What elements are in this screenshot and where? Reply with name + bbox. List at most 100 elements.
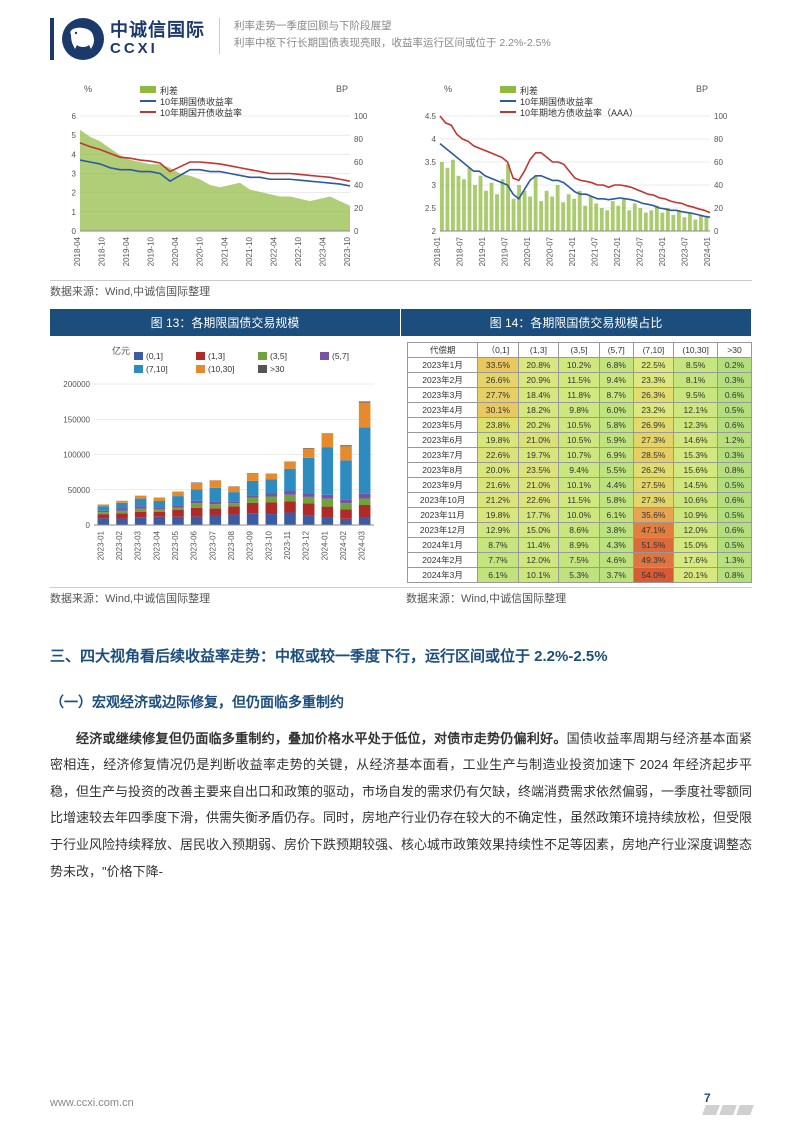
subsection-title: （一）宏观经济或边际修复，但仍面临多重制约 [50,692,752,712]
svg-text:5: 5 [72,131,77,140]
svg-text:100: 100 [354,112,368,121]
svg-text:4: 4 [432,135,437,144]
svg-text:2022-10: 2022-10 [294,236,303,266]
svg-text:0: 0 [72,227,77,236]
logo-icon [62,18,104,60]
svg-text:20: 20 [354,204,363,213]
svg-text:50000: 50000 [68,486,91,495]
logo-text-en: CCXI [110,41,205,58]
svg-text:2020-07: 2020-07 [546,236,555,266]
svg-text:%: % [84,84,92,94]
svg-text:2: 2 [432,227,437,236]
svg-text:2023-01: 2023-01 [96,530,105,560]
svg-text:2021-04: 2021-04 [220,236,229,266]
chart-left-panel: 0123456020406080100%BP利差10年期国债收益率10年期国开债… [50,78,392,276]
svg-text:2022-07: 2022-07 [636,236,645,266]
svg-text:2024-02: 2024-02 [339,530,348,560]
svg-text:40: 40 [714,181,723,190]
svg-text:>30: >30 [270,364,285,374]
svg-text:2019-10: 2019-10 [147,236,156,266]
svg-text:2023-02: 2023-02 [115,530,124,560]
svg-text:(7,10]: (7,10] [146,364,168,374]
svg-text:60: 60 [354,158,363,167]
svg-text:2019-07: 2019-07 [501,236,510,266]
svg-text:2021-10: 2021-10 [245,236,254,266]
svg-text:10年期地方债收益率（AAA）: 10年期地方债收益率（AAA） [520,107,638,118]
svg-text:2023-10: 2023-10 [264,530,273,560]
svg-text:20: 20 [714,204,723,213]
line-chart-right: 22.533.544.5020406080100%BP利差10年期国债收益率10… [410,78,740,273]
svg-text:2: 2 [72,189,77,198]
heat-table: 代偿期（0,1](1,3](3,5](5,7](7,10](10,30]>302… [407,342,752,583]
svg-text:80: 80 [714,135,723,144]
svg-text:BP: BP [696,84,708,94]
logo-text-cn: 中诚信国际 [110,21,205,41]
svg-text:(3,5]: (3,5] [270,351,287,361]
svg-text:2023-11: 2023-11 [283,530,292,559]
page-number: 7 [704,1091,711,1105]
header-accent-bar [50,18,54,60]
footer-stripes-icon [704,1105,752,1115]
svg-text:4: 4 [72,150,77,159]
footer-url: www.ccxi.com.cn [50,1097,134,1109]
line-chart-left: 0123456020406080100%BP利差10年期国债收益率10年期国开债… [50,78,380,273]
header-title: 利率走势一季度回顾与下阶段展望 利率中枢下行长期国债表现亮眼，收益率运行区间或位… [234,18,551,52]
svg-text:2020-01: 2020-01 [523,236,532,266]
page-header: 中诚信国际 CCXI 利率走势一季度回顾与下阶段展望 利率中枢下行长期国债表现亮… [0,0,802,70]
svg-text:2023-08: 2023-08 [227,530,236,560]
svg-text:2018-07: 2018-07 [456,236,465,266]
svg-text:(10,30]: (10,30] [208,364,234,374]
svg-text:3: 3 [432,181,437,190]
svg-text:4.5: 4.5 [425,112,437,121]
chart-right-panel: 22.533.544.5020406080100%BP利差10年期国债收益率10… [410,78,752,276]
svg-text:2021-01: 2021-01 [568,236,577,266]
svg-text:3: 3 [72,170,77,179]
header-title-line1: 利率走势一季度回顾与下阶段展望 [234,18,551,35]
svg-text:亿元: 亿元 [112,345,130,356]
svg-text:6: 6 [72,112,77,121]
svg-text:10年期国开债收益率: 10年期国开债收益率 [160,107,242,118]
body-text-content: 国债收益率周期与经济基本面紧密相连，经济修复情况仍是判断收益率走势的关键，从经济… [50,731,752,879]
figure-body-row: 050000100000150000200000亿元(0,1](1,3](3,5… [50,342,752,583]
svg-text:2023-07: 2023-07 [208,530,217,560]
svg-text:2023-12: 2023-12 [302,530,311,560]
svg-text:2024-01: 2024-01 [703,236,712,266]
svg-text:%: % [444,84,452,94]
svg-text:2023-10: 2023-10 [343,236,352,266]
svg-text:2.5: 2.5 [425,204,437,213]
stacked-bar-chart: 050000100000150000200000亿元(0,1](1,3](3,5… [50,342,380,567]
body-bold-lead: 经济或继续修复但仍面临多重制约，叠加价格水平处于低位，对债市走势仍偏利好。 [76,731,567,746]
svg-text:3.5: 3.5 [425,158,437,167]
elephant-icon [63,19,103,59]
svg-text:2023-09: 2023-09 [246,530,255,560]
svg-text:2022-04: 2022-04 [269,236,278,266]
svg-text:(1,3]: (1,3] [208,351,225,361]
body-paragraph: 经济或继续修复但仍面临多重制约，叠加价格水平处于低位，对债市走势仍偏利好。国债收… [50,726,752,886]
svg-text:BP: BP [336,84,348,94]
svg-text:2023-03: 2023-03 [134,530,143,560]
svg-text:2022-01: 2022-01 [613,236,622,266]
header-title-line2: 利率中枢下行长期国债表现亮眼，收益率运行区间或位于 2.2%-2.5% [234,35,551,52]
svg-text:(5,7]: (5,7] [332,351,349,361]
source-note-top: 数据来源：Wind,中诚信国际整理 [50,280,752,301]
fig14-header: 图 14：各期限国债交易规模占比 [401,309,752,336]
fig13-header: 图 13：各期限国债交易规模 [50,309,401,336]
figure-header-row: 图 13：各期限国债交易规模 图 14：各期限国债交易规模占比 [50,309,752,336]
svg-text:2023-04: 2023-04 [318,236,327,266]
svg-text:40: 40 [354,181,363,190]
svg-text:2024-01: 2024-01 [320,530,329,560]
heat-table-area: 代偿期（0,1](1,3](3,5](5,7](7,10](10,30]>302… [407,342,752,583]
svg-text:10年期国债收益率: 10年期国债收益率 [160,96,233,107]
header-separator [219,18,220,54]
logo: 中诚信国际 CCXI [62,18,205,60]
source-row-bottom: 数据来源：Wind,中诚信国际整理 数据来源：Wind,中诚信国际整理 [50,587,752,606]
svg-text:2021-07: 2021-07 [591,236,600,266]
svg-text:1: 1 [72,208,77,217]
svg-text:100000: 100000 [63,451,90,460]
svg-text:0: 0 [86,521,91,530]
bar-chart-area: 050000100000150000200000亿元(0,1](1,3](3,5… [50,342,395,583]
svg-text:利差: 利差 [160,85,178,96]
svg-text:2019-01: 2019-01 [478,236,487,266]
svg-text:利差: 利差 [520,85,538,96]
source-note-heat: 数据来源：Wind,中诚信国际整理 [396,587,752,606]
